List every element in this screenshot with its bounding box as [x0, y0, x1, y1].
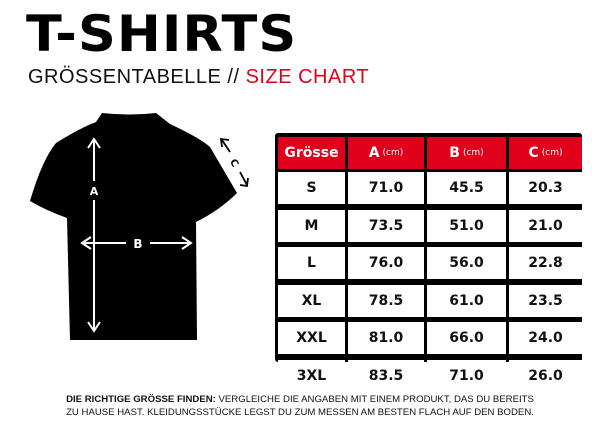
value-cell: 61.0 — [427, 284, 506, 317]
size-chart-table: Grösse A (cm) B (cm) C (cm) S 71.0 45.5 20.3 M 7… — [275, 133, 582, 392]
measure-a-arrow — [87, 137, 101, 333]
value-cell: 51.0 — [427, 209, 506, 242]
value-cell: 81.0 — [348, 322, 424, 354]
header-unit: (cm) — [462, 148, 484, 158]
value-cell: 22.8 — [509, 247, 582, 279]
header-label: A — [368, 145, 380, 161]
value-cell: 24.0 — [509, 322, 582, 354]
header-unit: (cm) — [382, 148, 404, 158]
subtitle-en: SIZE CHART — [245, 66, 370, 88]
tshirt-silhouette — [30, 113, 237, 340]
header-b: B (cm) — [427, 137, 506, 169]
value-cell: 45.5 — [427, 172, 506, 204]
size-cell: L — [278, 247, 345, 279]
note-heading: DIE RICHTIGE GRÖSSE FINDEN: — [66, 394, 216, 405]
value-cell: 56.0 — [427, 247, 506, 279]
measure-c-arrow — [219, 137, 249, 188]
table-row: S 71.0 45.5 20.3 — [278, 172, 582, 204]
header-label: B — [449, 145, 460, 161]
value-cell: 20.3 — [509, 172, 582, 204]
size-cell: S — [278, 172, 345, 204]
page-subtitle: GRÖSSENTABELLE // SIZE CHART — [28, 66, 369, 89]
value-cell: 23.5 — [509, 284, 582, 317]
value-cell: 71.0 — [427, 359, 506, 392]
value-cell: 83.5 — [348, 359, 424, 392]
table-row: L 76.0 56.0 22.8 — [278, 247, 582, 279]
size-cell: 3XL — [278, 359, 345, 392]
table-row: XXL 81.0 66.0 24.0 — [278, 322, 582, 354]
measuring-note: DIE RICHTIGE GRÖSSE FINDEN: VERGLEICHE D… — [0, 393, 600, 419]
measure-c-label: C — [227, 157, 240, 169]
measure-a-label: A — [90, 185, 99, 198]
value-cell: 73.5 — [348, 209, 424, 242]
note-line-2: ZU HAUSE HAST. KLEIDUNGSSTÜCKE LEGST DU … — [66, 407, 534, 418]
header-unit: (cm) — [541, 148, 563, 158]
size-cell: M — [278, 209, 345, 242]
table-row: XL 78.5 61.0 23.5 — [278, 284, 582, 317]
measure-b-label: B — [133, 237, 142, 251]
value-cell: 66.0 — [427, 322, 506, 354]
header-size: Grösse — [278, 137, 345, 169]
value-cell: 71.0 — [348, 172, 424, 204]
size-cell: XXL — [278, 322, 345, 354]
value-cell: 76.0 — [348, 247, 424, 279]
page-title: T-SHIRTS — [26, 5, 298, 63]
header-c: C (cm) — [509, 137, 582, 169]
size-cell: XL — [278, 284, 345, 317]
value-cell: 21.0 — [509, 209, 582, 242]
tshirt-diagram: A B C — [30, 113, 249, 340]
header-label: Grösse — [284, 145, 339, 161]
note-line-1: VERGLEICHE DIE ANGABEN MIT EINEM PRODUKT… — [215, 394, 534, 405]
measure-b-arrow — [80, 236, 193, 250]
table-row: M 73.5 51.0 21.0 — [278, 209, 582, 242]
header-a: A (cm) — [348, 137, 424, 169]
table-header-row: Grösse A (cm) B (cm) C (cm) — [278, 137, 582, 169]
header-label: C — [528, 145, 539, 161]
value-cell: 78.5 — [348, 284, 424, 317]
value-cell: 26.0 — [509, 359, 582, 392]
subtitle-de: GRÖSSENTABELLE // — [28, 66, 240, 88]
table-row: 3XL 83.5 71.0 26.0 — [278, 359, 582, 392]
